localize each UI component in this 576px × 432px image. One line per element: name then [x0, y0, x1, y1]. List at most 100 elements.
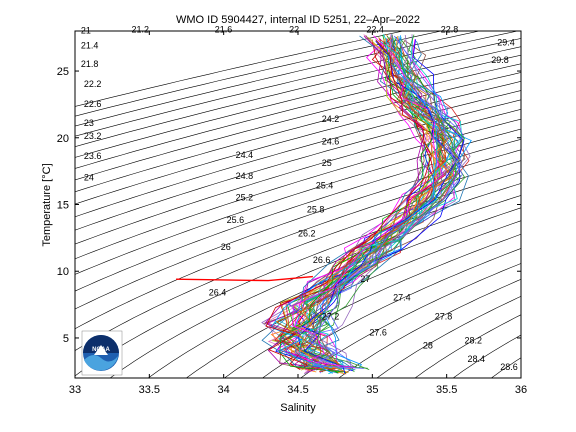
- isopycnal-label: 28.4: [468, 354, 486, 364]
- isopycnal-line: [75, 31, 520, 137]
- isopycnal-label: 27.6: [369, 327, 387, 337]
- isopycnal-label: 22.6: [84, 99, 102, 109]
- y-tick-label: 5: [63, 333, 69, 345]
- isopycnal-label: 29.4: [497, 38, 515, 48]
- isopycnal-line: [75, 54, 521, 169]
- isopycnal-line: [75, 99, 521, 231]
- isopycnal-label: 23: [84, 118, 94, 128]
- isopycnal-label: 27.8: [435, 311, 453, 321]
- isopycnal-label: 24.4: [236, 150, 254, 160]
- isopycnal-label: 23.6: [84, 151, 102, 161]
- isopycnal-label: 25.6: [227, 215, 245, 225]
- isopycnal-label: 21.4: [81, 40, 99, 50]
- logo-text: NOAA: [92, 347, 110, 353]
- isopycnal-line: [75, 149, 521, 310]
- profile-line: [308, 35, 463, 369]
- profile-line: [265, 40, 432, 368]
- profile-line: [279, 35, 434, 373]
- isopycnal-label: 27: [360, 274, 370, 284]
- isopycnal-label: 23.2: [84, 131, 102, 141]
- isopycnal-label: 25.2: [236, 193, 254, 203]
- profile-line: [297, 39, 465, 372]
- isopycnal-line: [75, 118, 521, 260]
- profile-line: [294, 39, 464, 373]
- x-tick-label: 34: [218, 384, 230, 396]
- isopycnal-line: [75, 31, 405, 107]
- profile-lines: [176, 33, 472, 375]
- isopycnal-line: [147, 207, 521, 378]
- profile-line: [309, 34, 459, 371]
- x-tick-label: 33: [69, 384, 81, 396]
- isopycnal-label: 24.6: [322, 136, 340, 146]
- isopycnal-label: 27.2: [322, 311, 340, 321]
- isopycnal-line: [75, 72, 521, 193]
- isopycnal-label: 22.4: [366, 24, 384, 34]
- y-tick-label: 20: [57, 133, 69, 145]
- isopycnal-line: [75, 38, 521, 147]
- isopycnal-line: [75, 31, 481, 127]
- isopycnal-label: 29.8: [491, 55, 509, 65]
- x-tick-label: 34.5: [287, 384, 308, 396]
- isopycnal-label: 24.8: [236, 171, 254, 181]
- isopycnal-line: [338, 278, 521, 378]
- isopycnal-contours: [75, 31, 521, 378]
- isopycnal-line: [414, 314, 521, 378]
- profile-line: [276, 41, 439, 371]
- isopycnal-label: 26: [221, 242, 231, 252]
- isopycnal-line: [109, 195, 521, 378]
- x-tick-label: 33.5: [139, 384, 160, 396]
- chart-title: WMO ID 5904427, internal ID 5251, 22–Apr…: [176, 14, 420, 26]
- isopycnal-line: [75, 90, 521, 218]
- isopycnal-label: 24.2: [322, 114, 340, 124]
- y-axis-label: Temperature [°C]: [41, 163, 53, 246]
- isopycnal-label: 28.6: [500, 362, 518, 372]
- isopycnal-label: 28.2: [465, 335, 483, 345]
- profile-line: [321, 34, 471, 369]
- isopycnal-label: 22: [289, 24, 299, 34]
- isopycnal-label: 25.8: [307, 205, 325, 215]
- isopycnal-label: 25: [322, 158, 332, 168]
- x-tick-label: 36: [515, 384, 527, 396]
- profile-line: [292, 35, 444, 369]
- logo-wave: [84, 354, 118, 371]
- isopycnal-label: 22.2: [84, 79, 102, 89]
- isopycnal-line: [75, 63, 521, 181]
- isopycnal-line: [75, 109, 521, 245]
- isopycnal-line: [261, 248, 521, 378]
- isopycnal-label: 22.8: [441, 24, 459, 34]
- x-tick-label: 35: [366, 384, 378, 396]
- isopycnal-label: 28: [423, 341, 433, 351]
- isopycnal-label: 21.2: [132, 24, 150, 34]
- profile-line: [319, 35, 472, 369]
- outlier-profile-line: [176, 275, 313, 282]
- y-axis-ticks: 5 10 15 20 25: [57, 66, 521, 345]
- y-tick-label: 25: [57, 66, 69, 78]
- logo-top-half: [83, 335, 119, 353]
- isopycnal-label: 21.6: [215, 24, 233, 34]
- y-tick-label: 15: [57, 200, 69, 212]
- isopycnal-label: 27.4: [393, 293, 411, 303]
- profile-line: [313, 41, 456, 370]
- isopycnal-label: 26.2: [298, 229, 316, 239]
- isopycnal-line: [75, 139, 521, 292]
- logo-gull: [94, 345, 108, 355]
- isopycnal-line: [75, 46, 521, 158]
- profile-line: [296, 40, 465, 367]
- profile-line: [267, 34, 439, 374]
- isopycnal-label: 25.4: [316, 181, 334, 191]
- x-axis-label: Salinity: [280, 402, 316, 414]
- isopycnal-label: 21.8: [81, 59, 99, 69]
- profile-line: [280, 37, 436, 371]
- isopycnal-labels: 21.2 21.6 22 22.4 22.82121.421.822.222.62323…: [81, 24, 518, 372]
- isopycnal-line: [376, 296, 521, 378]
- isopycnal-line: [75, 160, 521, 330]
- profile-line: [297, 40, 469, 367]
- isopycnal-line: [75, 183, 521, 377]
- y-tick-label: 10: [57, 266, 69, 278]
- isopycnal-line: [185, 220, 521, 378]
- x-axis-ticks: 33 33.5 34 34.5 35 35.5 36: [69, 31, 527, 396]
- isopycnal-label: 26.6: [313, 255, 331, 265]
- isopycnal-line: [300, 263, 521, 378]
